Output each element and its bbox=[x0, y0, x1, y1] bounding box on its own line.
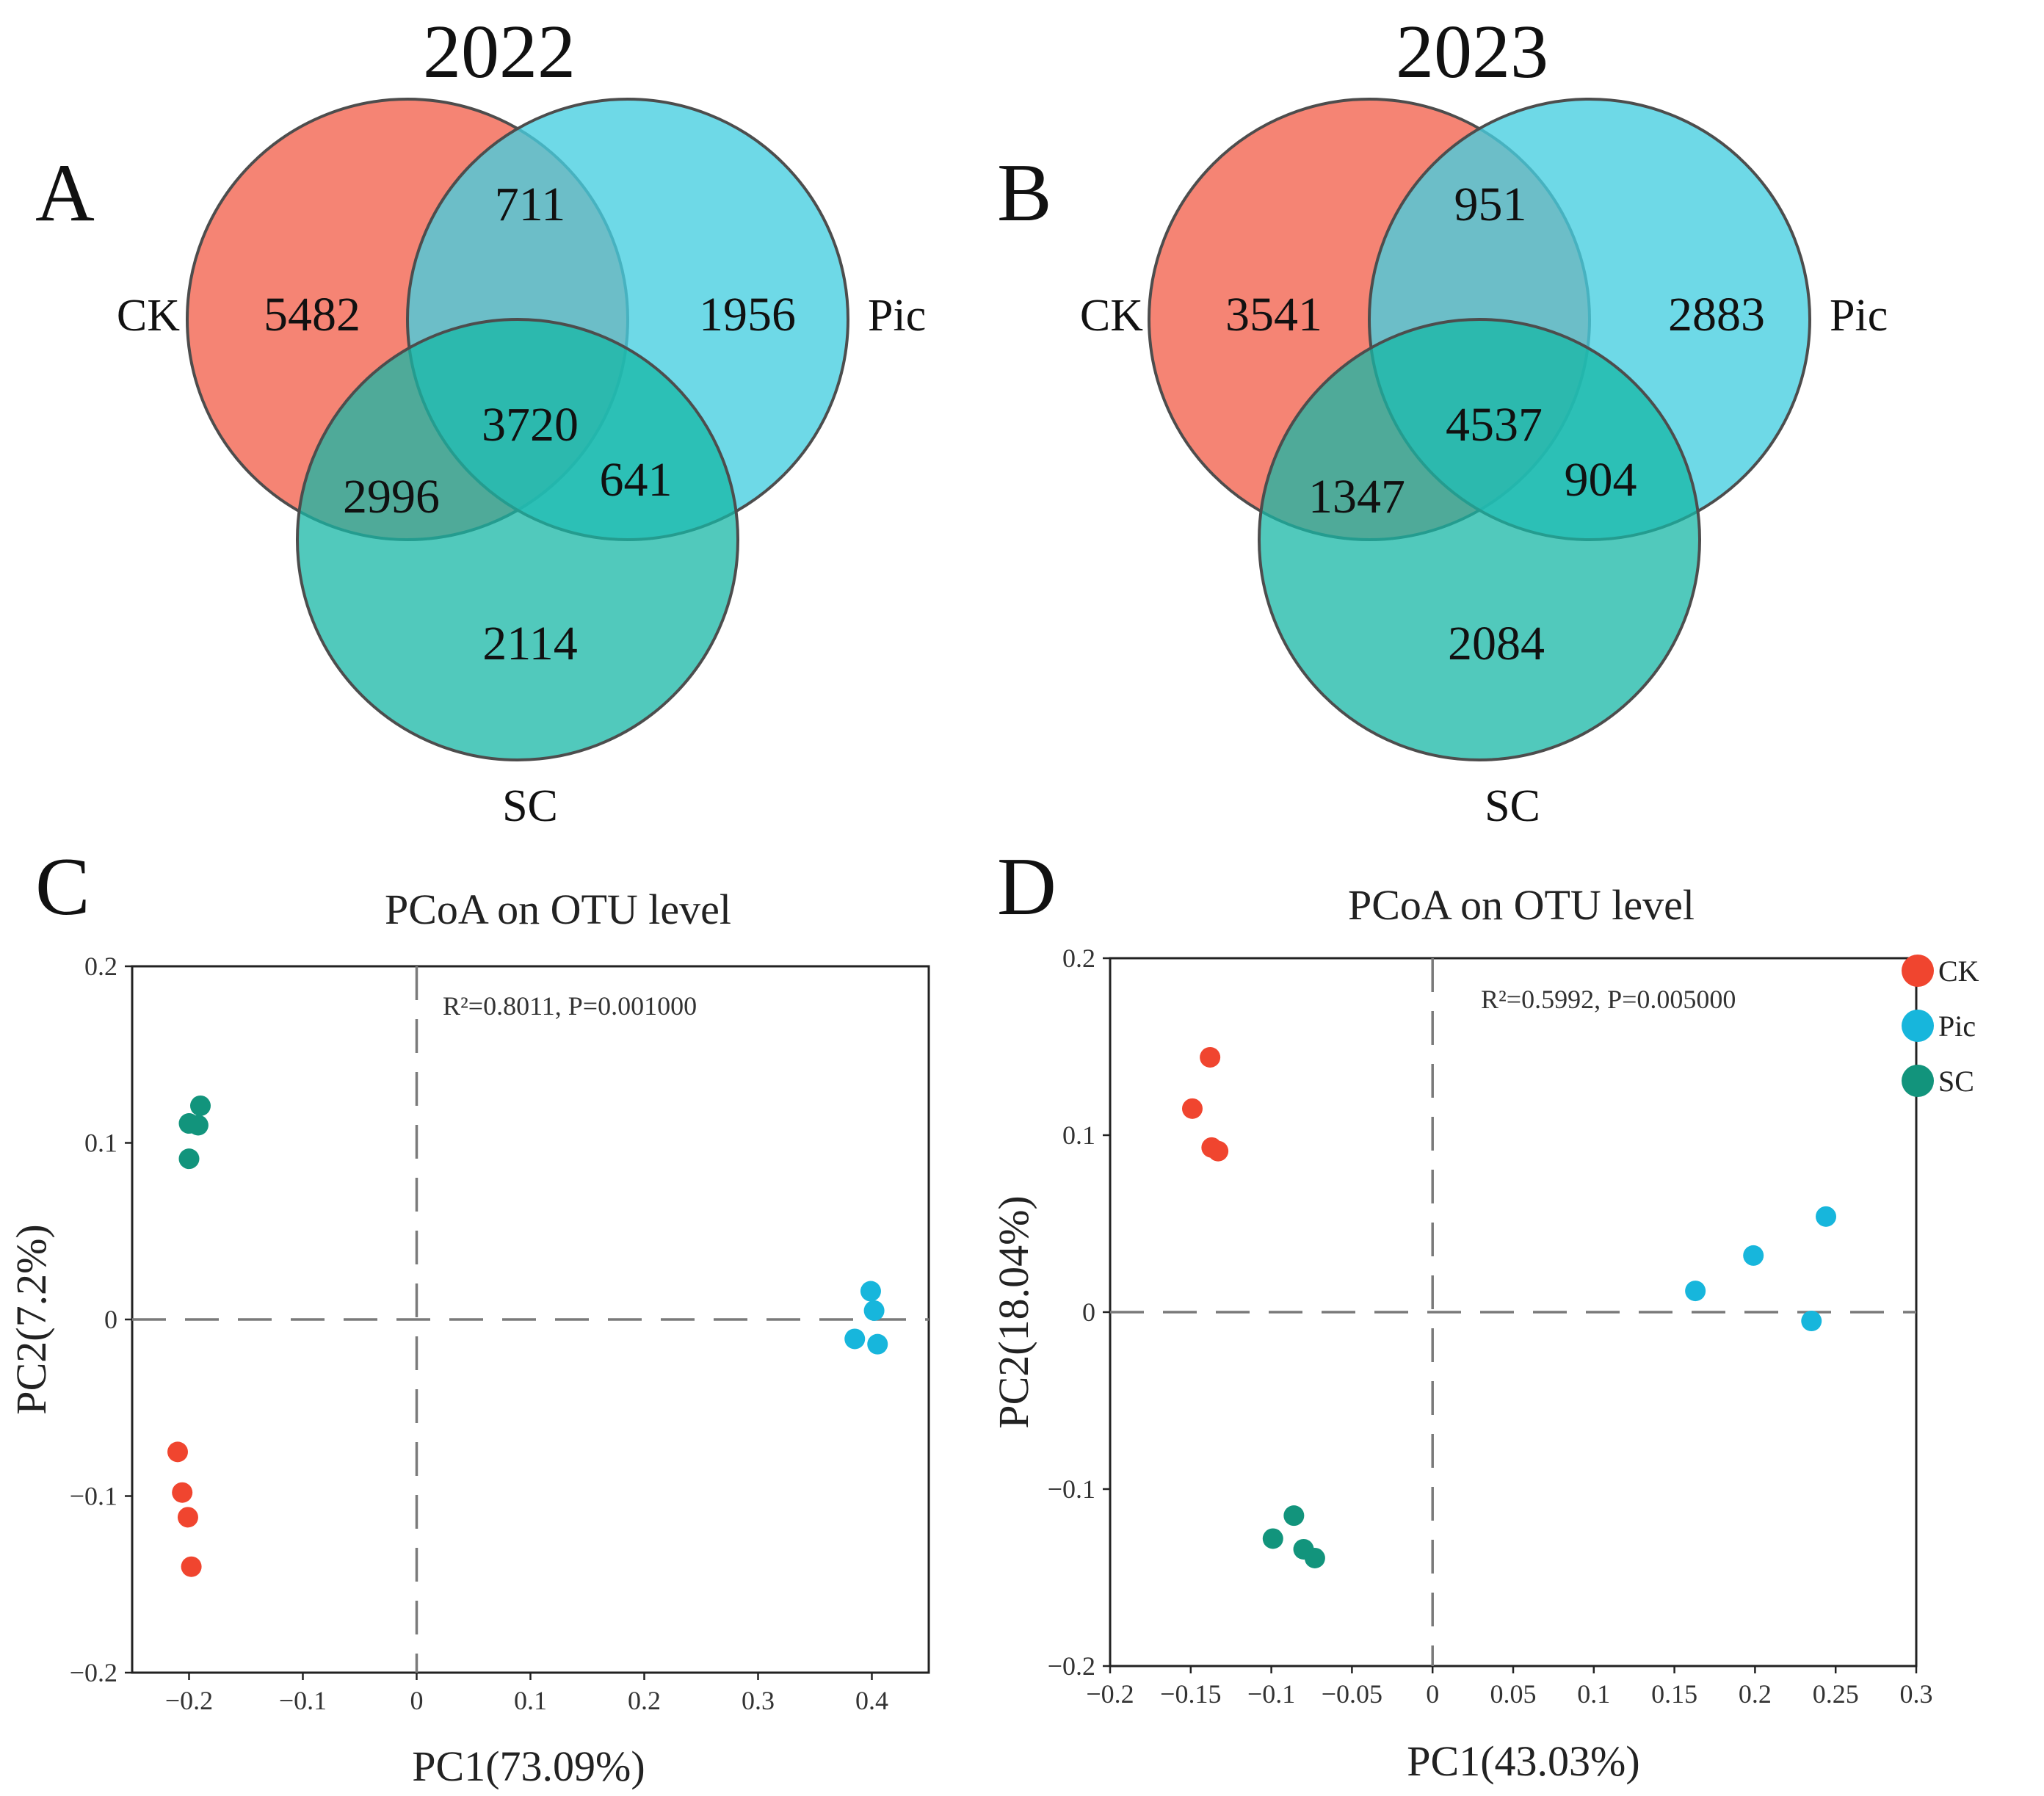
scatter-c-point-sc bbox=[187, 1115, 209, 1136]
scatter-c-xlabel: PC1(73.09%) bbox=[412, 1742, 645, 1790]
venn-b-label-ck: CK bbox=[1080, 291, 1143, 341]
scatter-d-xtick-label: 0 bbox=[1426, 1679, 1439, 1709]
venn-b-pic-sc: 904 bbox=[1565, 453, 1637, 507]
venn-a-ck-sc: 2996 bbox=[343, 470, 440, 524]
scatter-c-ytick-label: −0.2 bbox=[70, 1658, 117, 1687]
scatter-d-xtick-label: −0.15 bbox=[1160, 1679, 1221, 1709]
venn-b-year-title: 2023 bbox=[1396, 10, 1548, 94]
venn-a-label-sc: SC bbox=[502, 781, 558, 831]
venn-b-ck-pic: 951 bbox=[1454, 178, 1527, 231]
scatter-d-xtick-label: 0.25 bbox=[1813, 1679, 1859, 1709]
venn-a-pic-only: 1956 bbox=[699, 288, 796, 341]
scatter-d-point-sc bbox=[1283, 1505, 1305, 1527]
scatter-d-point-pic bbox=[1801, 1311, 1822, 1332]
scatter-d-point-sc bbox=[1304, 1547, 1325, 1568]
venn-a-ck-pic: 711 bbox=[495, 178, 566, 231]
scatter-c-xtick-label: 0.4 bbox=[855, 1686, 888, 1715]
scatter-d-xtick-label: −0.2 bbox=[1086, 1679, 1134, 1709]
scatter-c-ytick-label: 0 bbox=[104, 1305, 117, 1334]
panel-label-c: C bbox=[35, 841, 90, 933]
scatter-c-ytick-label: −0.1 bbox=[70, 1482, 117, 1511]
panel-label-b: B bbox=[997, 148, 1052, 239]
scatter-d-ylabel: PC2(18.04%) bbox=[990, 1195, 1037, 1428]
legend-sc-label: SC bbox=[1938, 1065, 1974, 1098]
scatter-d-xtick-label: 0.2 bbox=[1739, 1679, 1772, 1709]
scatter-panel-d: D PCoA on OTU level R²=0.5992, P=0.00500… bbox=[990, 841, 1933, 1785]
legend-pic-label: Pic bbox=[1938, 1010, 1976, 1043]
scatter-d-point-ck bbox=[1181, 1098, 1203, 1119]
scatter-d-ytick-label: 0.1 bbox=[1062, 1120, 1095, 1150]
scatter-c-point-pic bbox=[860, 1281, 881, 1302]
scatter-panel-c: C PCoA on OTU level R²=0.8011, P=0.00100… bbox=[7, 841, 930, 1790]
scatter-c-point-sc bbox=[190, 1095, 211, 1116]
scatter-c-title: PCoA on OTU level bbox=[385, 886, 731, 933]
scatter-d-ytick-label: −0.2 bbox=[1048, 1651, 1095, 1681]
venn-a-ck-only: 5482 bbox=[264, 288, 360, 341]
scatter-d-point-ck bbox=[1208, 1140, 1229, 1162]
venn-panel-a: 2022 A CK Pic SC 5482 1956 2114 711 2996… bbox=[35, 10, 926, 831]
legend-sc-marker bbox=[1902, 1065, 1934, 1097]
venn-a-label-ck: CK bbox=[117, 291, 180, 341]
venn-b-ck-sc: 1347 bbox=[1308, 470, 1405, 524]
scatter-d-point-pic bbox=[1816, 1206, 1837, 1227]
scatter-c-marks: −0.2 −0.1 0 0.1 0.2 0.3 0.4 −0.2 −0.1 0 0.1 0.2 bbox=[70, 952, 929, 1715]
scatter-d-xtick-label: 0.05 bbox=[1490, 1679, 1537, 1709]
scatter-d-xlabel: PC1(43.03%) bbox=[1407, 1737, 1639, 1785]
venn-panel-b: 2023 B CK Pic SC 3541 2883 2084 951 1347… bbox=[997, 10, 1888, 831]
venn-b-label-pic: Pic bbox=[1830, 291, 1888, 341]
scatter-d-xtick-label: 0.1 bbox=[1577, 1679, 1610, 1709]
scatter-c-xtick-label: 0 bbox=[410, 1686, 424, 1715]
scatter-c-point-pic bbox=[844, 1328, 866, 1350]
scatter-c-xtick-label: −0.1 bbox=[279, 1686, 327, 1715]
scatter-d-ytick-label: 0.2 bbox=[1062, 944, 1095, 973]
scatter-d-title: PCoA on OTU level bbox=[1348, 881, 1695, 929]
scatter-d-ytick-label: −0.1 bbox=[1048, 1474, 1095, 1504]
scatter-c-xtick-label: 0.3 bbox=[742, 1686, 775, 1715]
scatter-d-ytick-label: 0 bbox=[1082, 1297, 1095, 1327]
scatter-d-xtick-label: −0.1 bbox=[1247, 1679, 1295, 1709]
scatter-d-stat-annotation: R²=0.5992, P=0.005000 bbox=[1481, 985, 1736, 1014]
scatter-d-point-sc bbox=[1262, 1528, 1283, 1549]
scatter-c-point-ck bbox=[167, 1441, 188, 1463]
venn-a-label-pic: Pic bbox=[868, 291, 926, 341]
venn-a-circle-sc bbox=[296, 318, 739, 761]
scatter-c-ytick-label: 0.2 bbox=[84, 952, 117, 981]
venn-a-all: 3720 bbox=[482, 398, 579, 452]
scatter-c-point-pic bbox=[867, 1333, 888, 1355]
scatter-d-point-pic bbox=[1685, 1281, 1706, 1302]
venn-b-label-sc: SC bbox=[1485, 781, 1540, 831]
scatter-d-marks: −0.2 −0.15 −0.1 −0.05 0 0.05 0.1 0.15 0.2 0.25 0.3… bbox=[1048, 944, 1933, 1709]
scatter-d-xtick-label: −0.05 bbox=[1322, 1679, 1382, 1709]
scatter-c-point-ck bbox=[172, 1482, 193, 1503]
scatter-c-ylabel: PC2(7.2%) bbox=[7, 1224, 55, 1414]
venn-b-all: 4537 bbox=[1446, 398, 1543, 452]
venn-b-circle-sc bbox=[1258, 318, 1701, 761]
legend: CK Pic SC bbox=[1902, 955, 1979, 1098]
venn-b-sc-only: 2084 bbox=[1448, 617, 1545, 670]
venn-b-ck-only: 3541 bbox=[1225, 288, 1322, 341]
legend-pic-marker bbox=[1902, 1010, 1934, 1042]
scatter-c-point-ck bbox=[177, 1507, 198, 1528]
scatter-d-xtick-label: 0.15 bbox=[1651, 1679, 1697, 1709]
venn-a-sc-only: 2114 bbox=[482, 617, 578, 670]
scatter-c-point-pic bbox=[863, 1300, 885, 1321]
legend-ck-marker bbox=[1902, 955, 1934, 987]
scatter-d-point-pic bbox=[1743, 1245, 1764, 1266]
panel-label-a: A bbox=[35, 148, 95, 239]
scatter-d-xtick-label: 0.3 bbox=[1900, 1679, 1933, 1709]
venn-a-pic-sc: 641 bbox=[600, 453, 673, 507]
scatter-c-ytick-label: 0.1 bbox=[84, 1129, 117, 1158]
scatter-c-point-ck bbox=[181, 1556, 202, 1577]
scatter-c-xtick-label: 0.1 bbox=[514, 1686, 547, 1715]
scatter-c-stat-annotation: R²=0.8011, P=0.001000 bbox=[443, 991, 697, 1021]
scatter-d-point-ck bbox=[1200, 1046, 1221, 1068]
legend-ck-label: CK bbox=[1938, 955, 1979, 988]
scatter-c-xtick-label: −0.2 bbox=[165, 1686, 213, 1715]
venn-a-year-title: 2022 bbox=[423, 10, 576, 94]
panel-label-d: D bbox=[997, 841, 1057, 933]
scatter-c-point-sc bbox=[178, 1148, 200, 1170]
venn-b-pic-only: 2883 bbox=[1668, 288, 1765, 341]
scatter-c-xtick-label: 0.2 bbox=[628, 1686, 661, 1715]
